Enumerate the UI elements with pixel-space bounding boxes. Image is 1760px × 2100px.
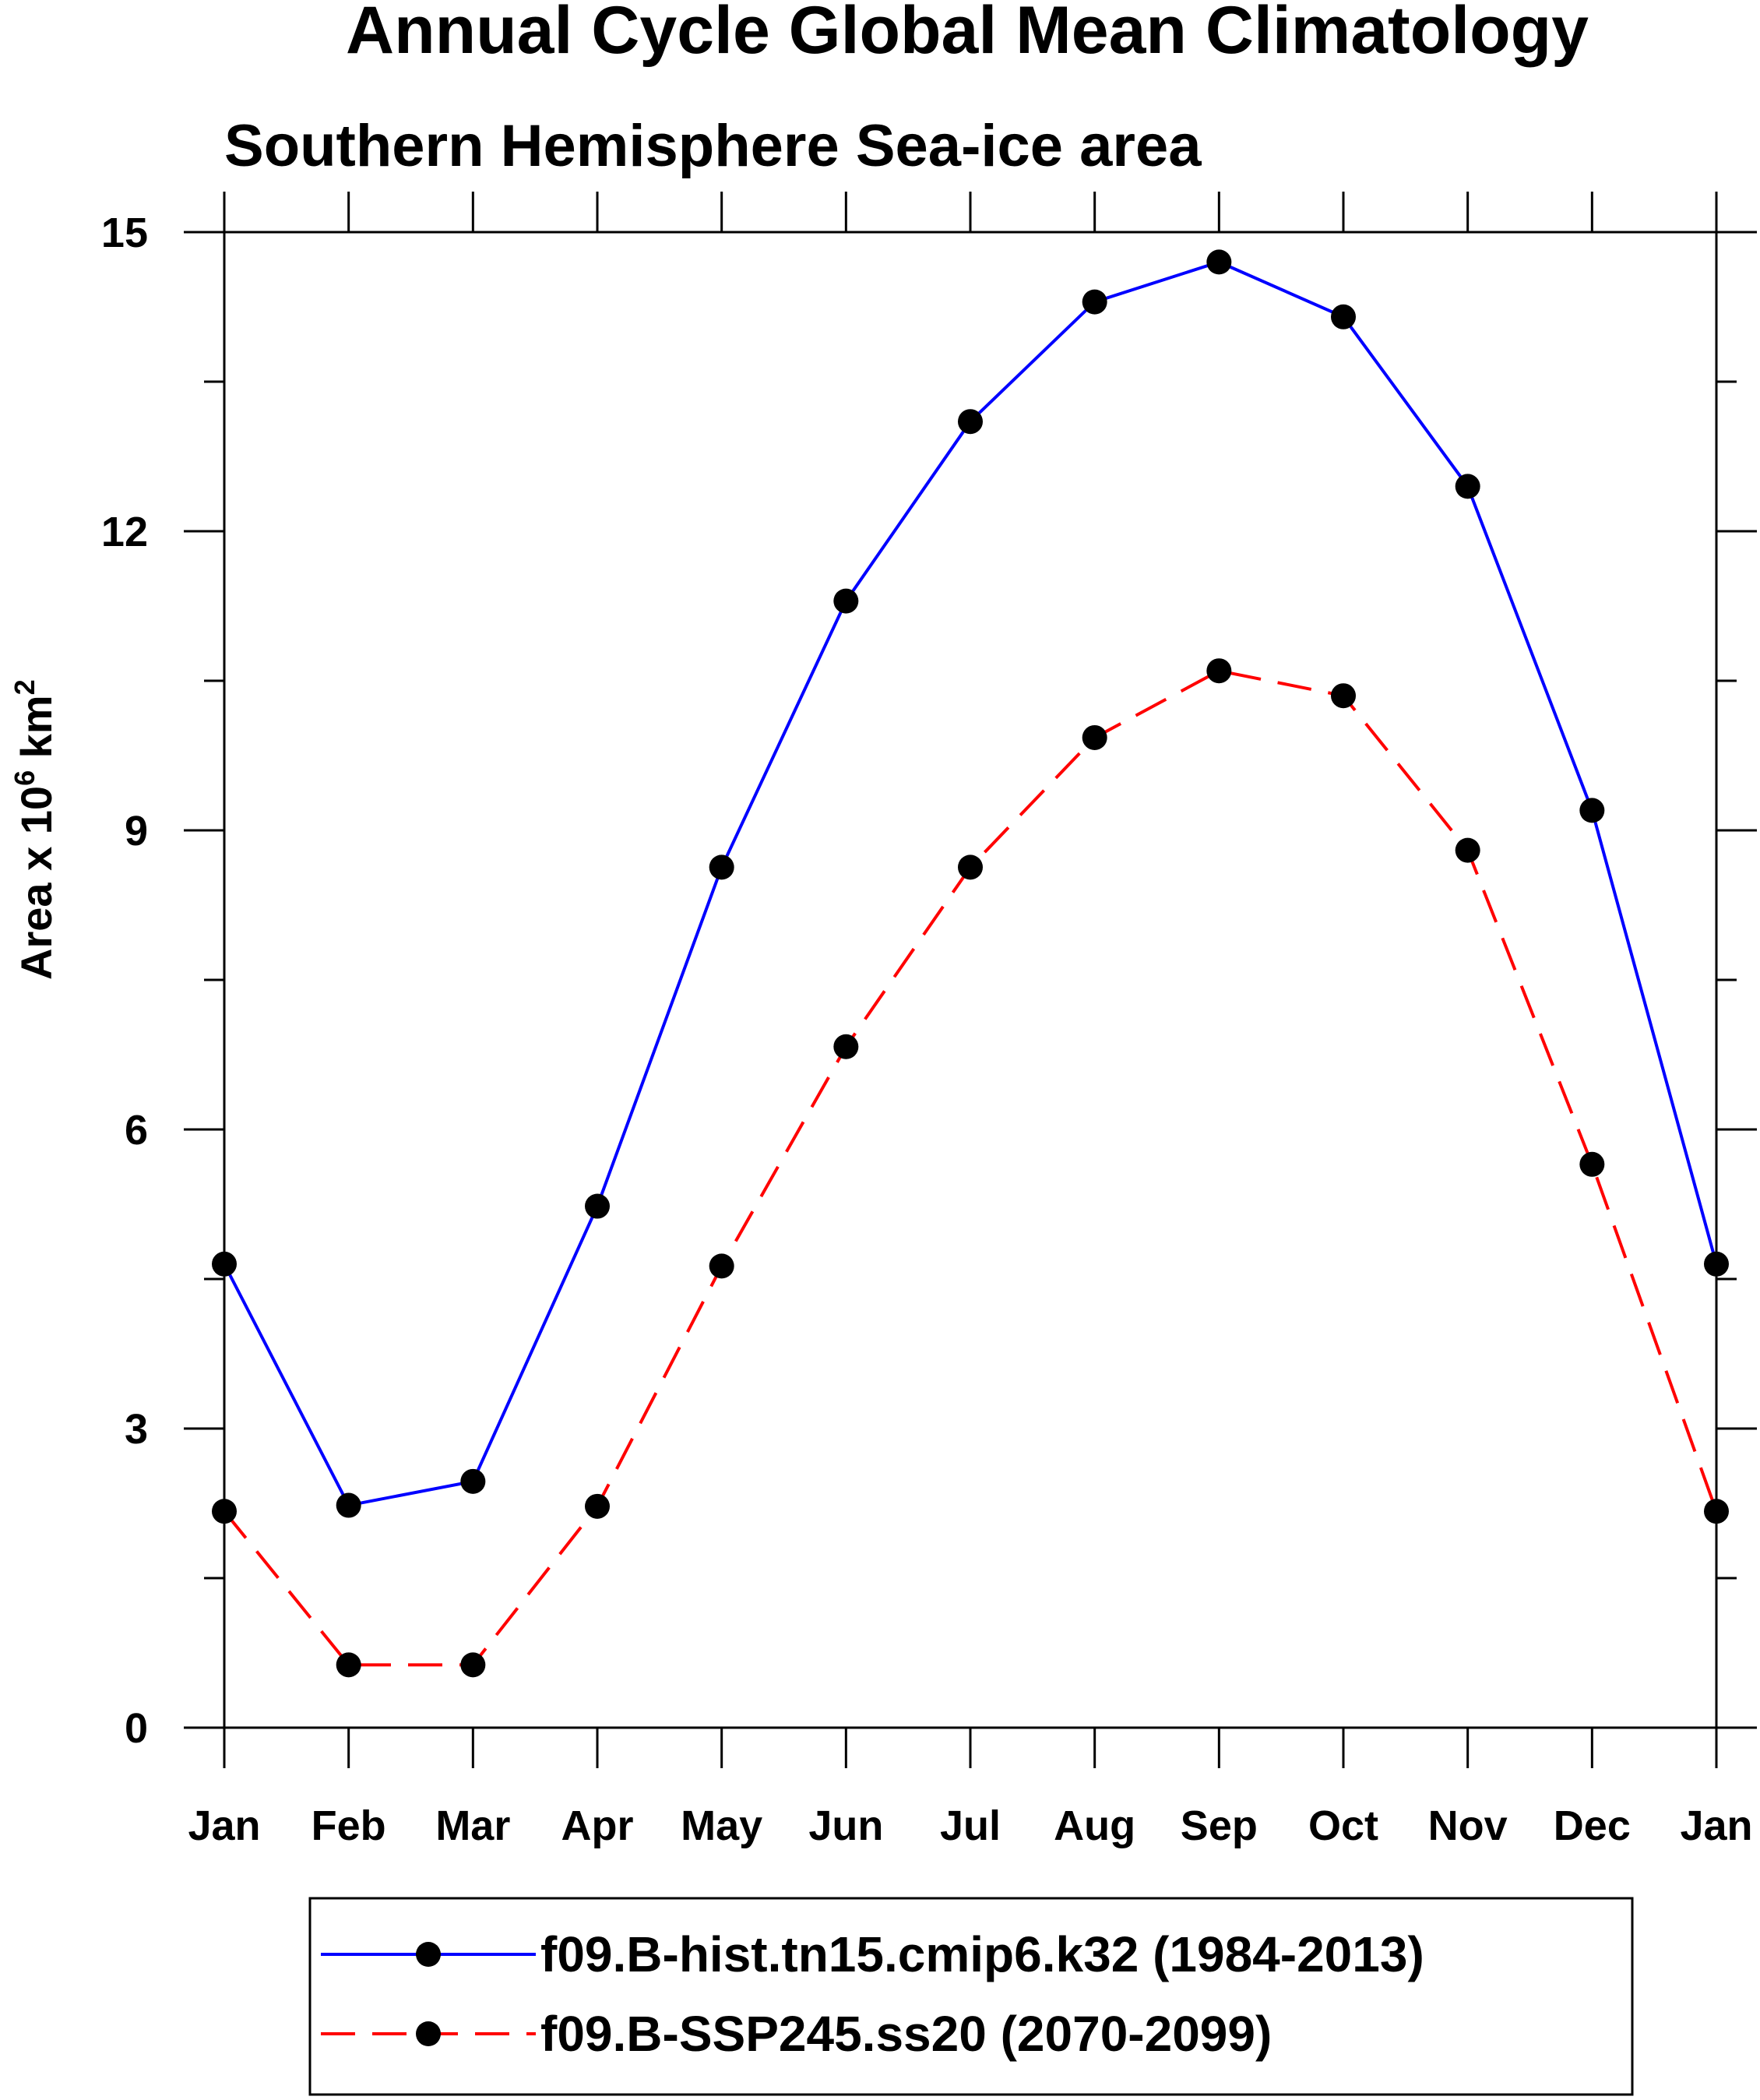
series-2-point [1082, 724, 1107, 750]
x-tick-label: Jun [808, 1802, 883, 1849]
legend-marker-1 [416, 1942, 441, 1967]
series-1-point [1704, 1251, 1729, 1277]
legend-box [308, 1897, 1634, 2096]
y-tick-label: 12 [101, 509, 148, 555]
y-tick-label: 6 [125, 1107, 148, 1154]
series-2-point [958, 854, 983, 880]
legend: f09.B-hist.tn15.cmip6.k32 (1984-2013) f09… [308, 1897, 1634, 2096]
series-2-point [833, 1034, 859, 1059]
series-1-point [1082, 289, 1107, 315]
series-2-point [460, 1652, 486, 1678]
x-tick-label: Jul [940, 1802, 1001, 1849]
y-axis-label-unit: km [12, 695, 61, 770]
series-2-point [1579, 1151, 1605, 1177]
series-2-point [336, 1652, 361, 1678]
series-2-point [1206, 658, 1232, 684]
legend-label-1: f09.B-hist.tn15.cmip6.k32 (1984-2013) [540, 1926, 1424, 1982]
series-1-point [1331, 304, 1356, 329]
y-axis-label-exp: 6 [9, 770, 40, 786]
x-tick-label: Nov [1428, 1802, 1508, 1849]
y-axis-label-exp2: 2 [9, 679, 40, 695]
series-1-point [1455, 474, 1480, 499]
y-tick-label: 0 [125, 1705, 148, 1752]
series-2-point [1331, 683, 1356, 709]
series-2-point [709, 1253, 734, 1279]
series-1-point [460, 1468, 486, 1494]
legend-marker-2 [416, 2021, 441, 2046]
series-1-point [585, 1193, 610, 1219]
series-1-point [336, 1492, 361, 1518]
series-line-2 [223, 669, 1718, 1667]
series-1-point [212, 1251, 237, 1277]
y-axis-label: Area x 106 km2 [9, 679, 61, 980]
x-tick-label: Aug [1054, 1802, 1135, 1849]
x-tick-label: Dec [1554, 1802, 1631, 1849]
chart-title: Annual Cycle Global Mean Climatology [346, 0, 1589, 68]
x-tick-label: Oct [1308, 1802, 1378, 1849]
y-tick-label: 3 [125, 1406, 148, 1453]
series-1-point [833, 588, 859, 614]
plot-axes: Jan Feb Mar Apr May Jun Jul Aug Sep Oct Nov Dec Jan 0… [101, 192, 1757, 1849]
x-tick-label: May [681, 1802, 762, 1849]
series-1-point [709, 854, 734, 880]
x-tick-label: Sep [1181, 1802, 1258, 1849]
y-tick-label: 9 [125, 808, 148, 854]
series-2-point [1704, 1499, 1729, 1524]
series-2-point [212, 1499, 237, 1524]
legend-label-2: f09.B-SSP245.ss20 (2070-2099) [540, 2006, 1272, 2062]
y-tick-label: 15 [101, 210, 148, 256]
x-tick-label: Jan [1680, 1802, 1752, 1849]
series-1-point [1579, 798, 1605, 823]
x-tick-label: Feb [312, 1802, 386, 1849]
series-line-1 [223, 260, 1718, 1507]
series-2-point [585, 1493, 610, 1519]
series-1-point [958, 409, 983, 435]
series-1-point [1206, 249, 1232, 275]
plot-frame [223, 231, 1718, 1729]
series-2-point [1455, 837, 1480, 863]
x-tick-label: Jan [188, 1802, 260, 1849]
series-layer [212, 249, 1729, 1678]
x-tick-label: Apr [561, 1802, 634, 1849]
x-tick-label: Mar [435, 1802, 510, 1849]
y-axis-label-prefix: Area x 10 [12, 786, 61, 980]
chart-subtitle: Southern Hemisphere Sea-ice area [224, 113, 1202, 179]
